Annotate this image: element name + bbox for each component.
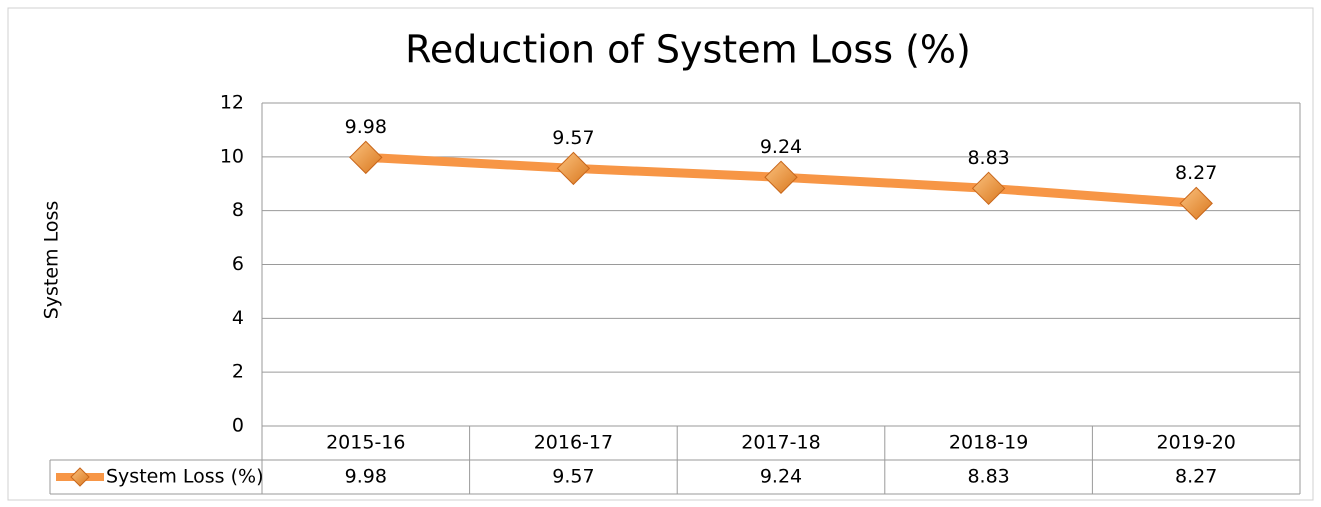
data-point: [556, 151, 591, 186]
table-value: 9.57: [552, 466, 594, 488]
x-tick-label: 2015-16: [326, 432, 405, 454]
table-value: 9.24: [760, 466, 802, 488]
y-tick-label: 8: [232, 199, 244, 221]
data-label: 8.27: [1175, 162, 1217, 184]
data-label: 9.24: [760, 136, 802, 158]
data-label: 9.57: [552, 127, 594, 149]
data-label: 9.98: [345, 116, 387, 138]
table-value: 8.83: [967, 466, 1009, 488]
legend-key: [70, 467, 90, 487]
data-label: 8.83: [967, 147, 1009, 169]
legend-label: System Loss (%): [106, 466, 263, 488]
chart-border: [7, 7, 1314, 501]
y-tick-label: 12: [220, 92, 244, 114]
x-tick-label: 2017-18: [741, 432, 820, 454]
y-tick-label: 4: [232, 307, 244, 329]
y-tick-label: 10: [220, 145, 244, 167]
data-point: [349, 140, 383, 175]
data-point: [1179, 186, 1213, 221]
x-tick-label: 2019-20: [1157, 432, 1236, 454]
data-point: [764, 160, 798, 194]
y-tick-label: 6: [232, 253, 244, 275]
chart-title: Reduction of System Loss (%): [405, 28, 971, 72]
x-tick-label: 2018-19: [949, 432, 1028, 454]
data-point: [971, 171, 1006, 206]
table-value: 9.98: [345, 466, 387, 488]
x-tick-label: 2016-17: [534, 432, 613, 454]
table-value: 8.27: [1175, 466, 1217, 488]
y-tick-label: 0: [232, 415, 244, 437]
y-tick-label: 2: [232, 361, 244, 383]
y-axis-label: System Loss: [41, 201, 63, 320]
